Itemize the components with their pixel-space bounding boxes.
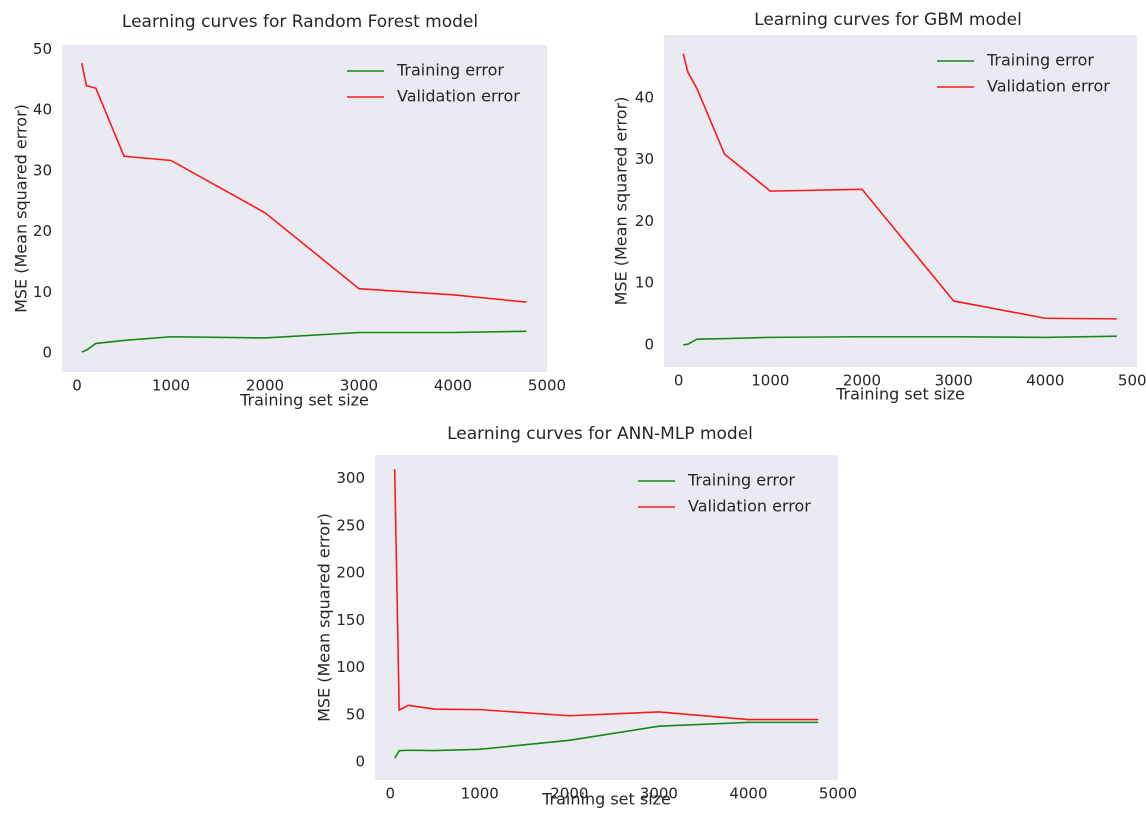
y-tick-label: 250 <box>336 516 365 534</box>
x-axis-label: Training set size <box>239 391 369 410</box>
y-tick-label: 10 <box>635 274 654 292</box>
x-tick-label: 1000 <box>152 377 190 395</box>
legend-label: Training error <box>687 471 795 490</box>
chart-title: Learning curves for ANN-MLP model <box>447 424 753 444</box>
y-tick-label: 20 <box>635 212 654 230</box>
plot-area <box>664 35 1137 367</box>
x-tick-label: 4000 <box>1026 372 1064 390</box>
x-tick-label: 2000 <box>843 372 881 390</box>
plot-area <box>62 45 547 372</box>
y-tick-label: 20 <box>33 222 52 240</box>
series-line <box>80 63 527 303</box>
y-axis-label: MSE (Mean squared error) <box>315 513 334 722</box>
legend-label: Validation error <box>987 77 1110 96</box>
x-tick-label: 5000 <box>528 377 566 395</box>
series-line <box>393 469 819 721</box>
y-tick-label: 150 <box>336 611 365 629</box>
x-tick-label: 4000 <box>434 377 472 395</box>
x-tick-label: 0 <box>385 785 395 803</box>
x-tick-label: 4000 <box>729 785 767 803</box>
x-tick-label: 5000 <box>819 785 857 803</box>
chart: Learning curves for GBM model Training se… <box>612 10 1146 404</box>
x-tick-label: 1000 <box>751 372 789 390</box>
x-tick-label: 3000 <box>640 785 678 803</box>
x-tick-label: 0 <box>674 372 684 390</box>
x-tick-label: 3000 <box>935 372 973 390</box>
legend-label: Training error <box>986 51 1094 70</box>
y-axis-label: MSE (Mean squared error) <box>612 97 631 306</box>
legend-label: Validation error <box>688 497 811 516</box>
x-axis-label: Training set size <box>541 790 671 809</box>
y-tick-label: 100 <box>336 658 365 676</box>
y-tick-label: 0 <box>644 335 654 353</box>
legend-label: Training error <box>396 61 504 80</box>
series-line <box>682 53 1117 320</box>
chart: Learning curves for ANN-MLP model Trainin… <box>315 424 858 809</box>
y-tick-label: 40 <box>635 88 654 106</box>
x-tick-label: 0 <box>72 377 82 395</box>
x-tick-label: 2000 <box>246 377 284 395</box>
chart-title: Learning curves for Random Forest model <box>122 12 478 32</box>
plot-area <box>375 455 838 780</box>
legend-label: Validation error <box>397 87 520 106</box>
y-tick-label: 300 <box>336 469 365 487</box>
y-tick-label: 30 <box>33 161 52 179</box>
y-tick-label: 0 <box>42 344 52 362</box>
y-tick-label: 50 <box>346 705 365 723</box>
y-tick-label: 30 <box>635 150 654 168</box>
y-tick-label: 200 <box>336 564 365 582</box>
y-tick-label: 40 <box>33 101 52 119</box>
chart: Learning curves for Random Forest model T… <box>12 12 567 410</box>
y-tick-label: 50 <box>33 40 52 58</box>
x-axis-label: Training set size <box>835 385 965 404</box>
series-line <box>81 330 527 353</box>
x-tick-label: 2000 <box>550 785 588 803</box>
x-tick-label: 1000 <box>461 785 499 803</box>
x-tick-label: 3000 <box>340 377 378 395</box>
series-line <box>394 721 819 759</box>
y-axis-label: MSE (Mean squared error) <box>12 104 31 313</box>
chart-title: Learning curves for GBM model <box>754 10 1022 30</box>
y-tick-label: 0 <box>355 753 365 771</box>
y-tick-label: 10 <box>33 283 52 301</box>
series-line <box>683 335 1117 346</box>
x-tick-label: 5000 <box>1118 372 1146 390</box>
